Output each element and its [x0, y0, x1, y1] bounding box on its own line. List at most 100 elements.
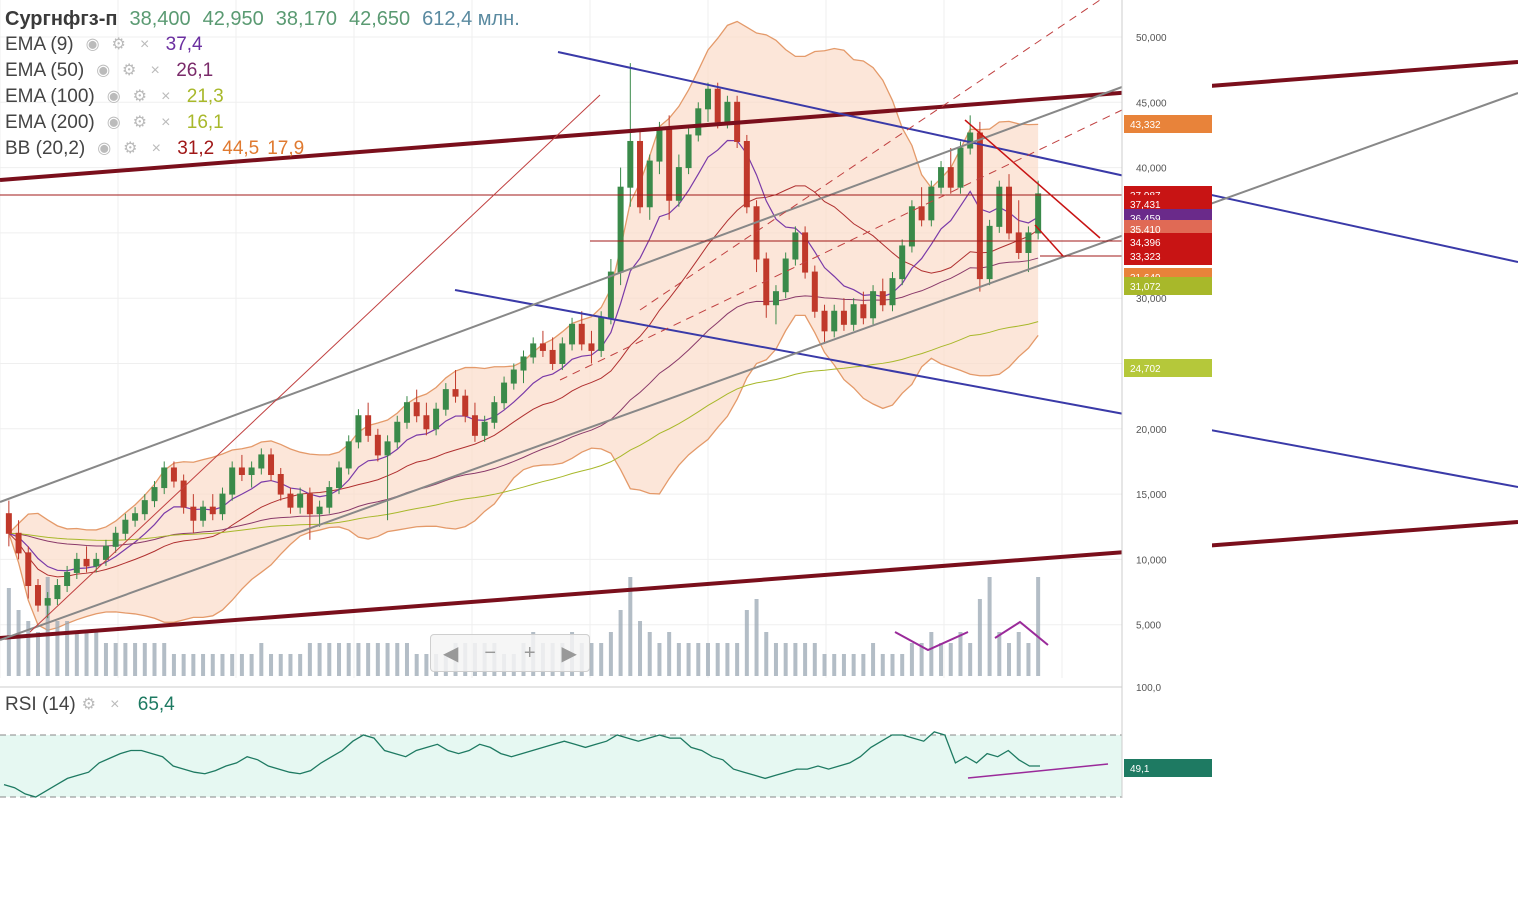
fan-line	[29, 94, 601, 633]
candle-body	[491, 402, 498, 423]
candle-body	[559, 343, 566, 365]
candle-body	[617, 186, 624, 273]
volume-bar	[851, 654, 856, 676]
ema-50-line	[8, 257, 1039, 547]
volume-bar	[414, 654, 419, 676]
forecast-arrow	[1034, 224, 1064, 257]
candle-body	[996, 186, 1003, 227]
close-icon[interactable]: ×	[139, 36, 150, 53]
candle-body	[569, 323, 576, 345]
volume-bar	[356, 643, 361, 676]
gear-icon[interactable]: ⚙	[123, 140, 138, 157]
price-tag	[1124, 233, 1212, 251]
candle-body	[170, 467, 177, 482]
volume-bar	[220, 654, 225, 676]
volume-bar	[94, 632, 99, 676]
scroll-left-button[interactable]: ◀	[443, 642, 459, 665]
volume-bar	[725, 643, 730, 676]
volume-bar	[16, 610, 21, 676]
indicator-name: EMA (200)	[5, 112, 95, 133]
eye-icon[interactable]: ◉	[106, 114, 121, 131]
candle-body	[102, 545, 109, 560]
volume-bar	[647, 632, 652, 676]
gear-icon[interactable]: ⚙	[122, 62, 137, 79]
eye-icon[interactable]: ◉	[85, 36, 100, 53]
candle-body	[967, 132, 974, 149]
zoom-out-button[interactable]: −	[484, 641, 497, 664]
dashed-channel-line	[639, 0, 1101, 311]
volume-bar	[773, 643, 778, 676]
volume-bar	[103, 643, 108, 676]
candle-body	[714, 88, 721, 123]
candle-body	[287, 493, 294, 508]
candle-body	[15, 532, 22, 554]
eye-icon[interactable]: ◉	[106, 88, 121, 105]
price-tick-label: 30,000	[1136, 294, 1167, 305]
volume-bar	[812, 643, 817, 676]
candle-body	[306, 493, 313, 515]
volume-bar	[890, 654, 895, 676]
candle-body	[5, 513, 12, 534]
volume-bar	[783, 643, 788, 676]
divergence-mark	[894, 631, 969, 652]
volume-bar	[686, 643, 691, 676]
volume-bar	[861, 654, 866, 676]
volume-bar	[385, 643, 390, 676]
open-value: 38,400	[129, 8, 191, 30]
rsi-band-fill	[0, 735, 1122, 797]
indicator-name: EMA (9)	[5, 34, 74, 55]
candle-body	[753, 206, 760, 260]
candle-body	[928, 186, 935, 221]
volume-bar	[65, 621, 70, 676]
price-tag	[1124, 759, 1212, 777]
candle-body	[530, 343, 537, 358]
close-icon[interactable]: ×	[110, 696, 120, 713]
candle-body	[433, 408, 440, 430]
gear-icon[interactable]: ⚙	[132, 114, 147, 131]
channel-upper-gray	[0, 86, 1123, 503]
bollinger-lower	[8, 314, 1039, 631]
volume-bar	[977, 599, 982, 676]
candle-body	[365, 415, 372, 436]
close-icon[interactable]: ×	[161, 88, 171, 105]
volume-bar	[288, 654, 293, 676]
bollinger-middle	[8, 185, 1039, 578]
eye-icon[interactable]: ◉	[97, 140, 112, 157]
price-tag	[1124, 115, 1212, 133]
volume-bar	[278, 654, 283, 676]
price-tag-label: 36,459	[1130, 214, 1161, 225]
zoom-in-button[interactable]: +	[523, 641, 536, 664]
volume-bar	[628, 577, 633, 676]
indicator-value: 21,3	[186, 86, 224, 107]
candle-body	[345, 441, 352, 469]
gear-icon[interactable]: ⚙	[132, 88, 147, 105]
candle-body	[452, 389, 459, 397]
candle-body	[355, 415, 362, 443]
price-tag-label: 31,072	[1130, 282, 1161, 293]
candle-body	[54, 585, 61, 600]
volume-bar	[929, 632, 934, 676]
candle-body	[782, 258, 789, 293]
volume-bar	[997, 632, 1002, 676]
volume-bar	[424, 654, 429, 676]
gear-icon[interactable]: ⚙	[111, 36, 126, 53]
price-tick-label: 15,000	[1136, 490, 1167, 501]
volume-bar	[317, 643, 322, 676]
indicator-rows: EMA (9) ◉ ⚙ × 37,4 EMA (50) ◉ ⚙ × 26,1 EMA (100) ◉ ⚙…	[5, 32, 520, 162]
gear-icon[interactable]: ⚙	[81, 696, 96, 713]
close-icon[interactable]: ×	[161, 114, 171, 131]
candle-body	[25, 552, 32, 587]
volume-bar	[871, 643, 876, 676]
channel-upper-dark	[0, 60, 1518, 182]
close-icon[interactable]: ×	[150, 62, 160, 79]
candle-body	[539, 343, 546, 351]
close-icon[interactable]: ×	[151, 140, 161, 157]
volume-bar	[142, 643, 147, 676]
candle-body	[1015, 232, 1022, 253]
eye-icon[interactable]: ◉	[96, 62, 111, 79]
scroll-right-button[interactable]: ▶	[561, 642, 577, 665]
volume-bar	[676, 643, 681, 676]
candle-body	[850, 304, 857, 325]
